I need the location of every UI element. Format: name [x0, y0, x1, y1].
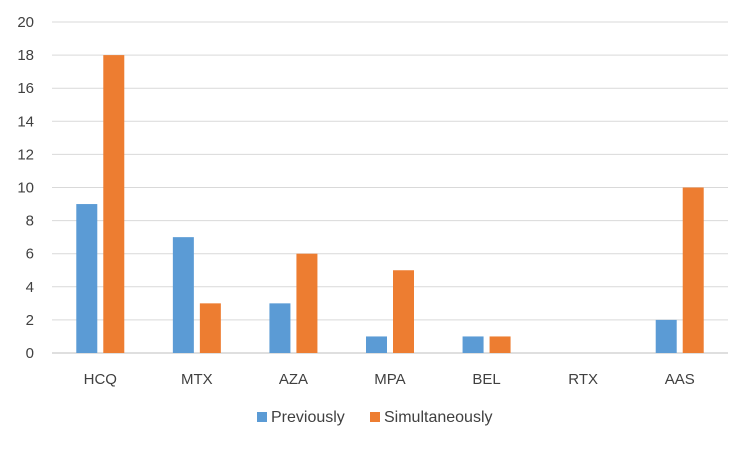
bar-aas-previously: [655, 319, 677, 353]
bar-mpa-simultaneously: [393, 270, 414, 353]
bar-bel-simultaneously: [489, 336, 511, 353]
y-tick-label: 0: [26, 345, 34, 362]
x-tick-label: BEL: [472, 371, 500, 388]
bar-aza-previously: [269, 303, 291, 353]
x-tick-label: MPA: [374, 371, 405, 388]
y-tick-label: 2: [26, 312, 34, 329]
y-tick-label: 20: [17, 14, 34, 31]
y-tick-label: 6: [26, 246, 34, 263]
legend-label-previously: Previously: [271, 409, 345, 426]
y-tick-label: 10: [17, 180, 34, 197]
y-tick-label: 16: [17, 80, 34, 97]
bar-mtx-previously: [172, 237, 194, 353]
x-tick-label: HCQ: [84, 371, 117, 388]
legend-swatch-previously: [257, 412, 267, 422]
y-tick-label: 14: [17, 113, 34, 130]
x-axis-ticks: HCQ MTX AZA MPA BEL RTX AAS: [84, 371, 695, 388]
y-tick-label: 8: [26, 213, 34, 230]
legend-label-simultaneously: Simultaneously: [384, 409, 493, 426]
legend: Previously Simultaneously: [257, 409, 493, 426]
bar-aas-simultaneously: [682, 187, 704, 353]
x-tick-label: RTX: [568, 371, 598, 388]
bar-aza-simultaneously: [296, 253, 318, 353]
bar-hcq-simultaneously: [103, 55, 125, 353]
x-tick-label: AAS: [665, 371, 695, 388]
bars: [76, 55, 704, 353]
x-tick-label: AZA: [279, 371, 308, 388]
y-tick-label: 18: [17, 47, 34, 64]
bar-hcq-previously: [76, 204, 98, 353]
y-tick-label: 12: [17, 146, 34, 163]
y-tick-label: 4: [26, 279, 34, 296]
bar-mpa-previously: [366, 336, 387, 353]
bar-bel-previously: [462, 336, 484, 353]
x-tick-label: MTX: [181, 371, 213, 388]
legend-swatch-simultaneously: [370, 412, 380, 422]
y-axis-ticks: 0 2 4 6 8 10 12 14 16 18 20: [17, 14, 34, 362]
bar-mtx-simultaneously: [199, 303, 221, 353]
gridlines: [52, 21, 728, 354]
